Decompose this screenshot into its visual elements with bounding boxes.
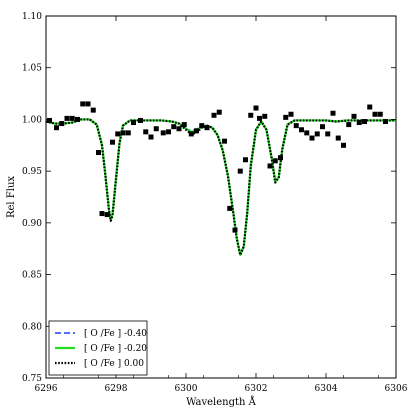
observed-point xyxy=(188,131,194,137)
observed-point xyxy=(288,111,294,117)
observed-point xyxy=(131,120,136,126)
observed-point xyxy=(90,107,96,113)
legend-label-oxygen-minus-020: [ O /Fe ] -0.20 xyxy=(84,344,147,354)
legend-label-oxygen-000: [ O /Fe ] 0.00 xyxy=(84,359,144,369)
x-tick-label: 6304 xyxy=(315,384,338,394)
observed-point xyxy=(335,135,341,141)
observed-point xyxy=(75,116,80,122)
observed-point xyxy=(362,119,367,124)
observed-point xyxy=(194,128,199,134)
y-tick-label: 1.00 xyxy=(22,115,42,125)
observed-point xyxy=(272,158,278,164)
observed-point xyxy=(96,150,101,156)
observed-point xyxy=(299,127,304,133)
series-layer xyxy=(46,118,396,257)
series-line-1 xyxy=(46,118,396,257)
observed-point xyxy=(293,123,299,129)
observed-point xyxy=(351,113,357,119)
observed-point xyxy=(309,135,315,141)
observed-point xyxy=(232,227,238,233)
observed-point xyxy=(325,131,331,137)
observed-point xyxy=(211,112,217,118)
x-tick-label: 6296 xyxy=(35,384,58,394)
observed-point xyxy=(216,109,222,115)
observed-point xyxy=(148,134,154,140)
observed-point xyxy=(54,125,59,131)
observed-point xyxy=(69,115,75,121)
observed-point xyxy=(377,111,383,117)
observed-point xyxy=(237,168,243,174)
y-tick-label: 0.85 xyxy=(22,271,42,281)
observed-point xyxy=(85,101,91,107)
observed-point xyxy=(372,111,378,117)
observed-point xyxy=(222,138,227,144)
observed-point xyxy=(153,126,159,132)
x-tick-label: 6300 xyxy=(175,384,198,394)
observed-point xyxy=(160,130,166,136)
x-tick-label: 6302 xyxy=(245,384,268,394)
observed-point xyxy=(59,121,65,127)
y-tick-label: 1.10 xyxy=(22,12,42,22)
observed-point xyxy=(199,123,205,129)
observed-point xyxy=(181,122,187,128)
y-tick-label: 0.90 xyxy=(22,219,42,229)
observed-point xyxy=(367,104,373,110)
observed-point xyxy=(320,124,325,130)
observed-point xyxy=(341,142,346,148)
axis-ticks: 6296 6298 6300 6302 6304 6306 0.75 0.80 0.85 0.90… xyxy=(22,12,408,394)
y-axis-label: Rel Flux xyxy=(6,176,17,218)
observed-point xyxy=(125,130,131,136)
observed-point xyxy=(383,119,388,124)
observed-point xyxy=(314,131,320,137)
observed-point xyxy=(262,113,268,119)
observed-point xyxy=(283,114,289,120)
legend-label-oxygen-minus-040: [ O /Fe ] -0.40 xyxy=(84,329,147,339)
observed-point xyxy=(253,105,259,111)
x-axis-label: Wavelength Å xyxy=(186,396,257,408)
observed-point xyxy=(204,125,210,131)
observed-point xyxy=(80,101,86,107)
y-tick-label: 0.80 xyxy=(22,322,42,332)
y-tick-label: 0.75 xyxy=(22,374,42,384)
observed-point xyxy=(346,122,352,128)
observed-point xyxy=(248,112,254,118)
y-tick-label: 1.05 xyxy=(22,64,42,74)
observed-point xyxy=(138,117,143,123)
legend: [ O /Fe ] -0.40 [ O /Fe ] -0.20 [ O /Fe … xyxy=(48,320,148,376)
observed-points-layer xyxy=(47,101,388,233)
observed-point xyxy=(227,205,233,211)
y-tick-label: 0.95 xyxy=(22,167,42,177)
observed-point xyxy=(278,155,283,161)
observed-point xyxy=(243,157,248,163)
observed-point xyxy=(64,115,70,121)
observed-point xyxy=(104,212,110,218)
observed-point xyxy=(47,117,52,123)
observed-point xyxy=(110,139,115,145)
observed-point xyxy=(330,110,336,116)
observed-point xyxy=(356,120,362,126)
observed-point xyxy=(257,115,262,121)
observed-point xyxy=(115,131,121,137)
observed-point xyxy=(267,163,273,169)
observed-point xyxy=(143,129,149,135)
observed-point xyxy=(176,126,182,132)
x-tick-label: 6306 xyxy=(385,384,408,394)
observed-point xyxy=(166,129,171,135)
x-tick-label: 6298 xyxy=(105,384,128,394)
observed-point xyxy=(171,124,177,130)
plot-frame xyxy=(45,15,397,379)
observed-point xyxy=(304,130,310,136)
observed-point xyxy=(99,211,105,217)
observed-point xyxy=(120,130,126,136)
